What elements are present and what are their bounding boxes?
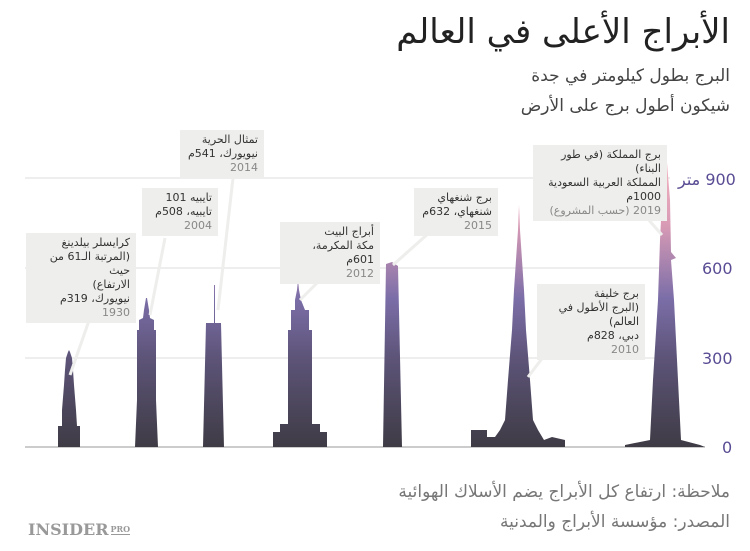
callout-year: 2015 [464,219,492,232]
callout-location: مكة المكرمة، 601م [312,239,374,266]
callout-location: 1000م [626,190,661,203]
callout-location: دبي، 828م [587,329,639,342]
callout-location: نيويورك، 319م [59,292,130,305]
callout-name: تمثال الحرية [201,133,258,146]
chart-title: الأبراج الأعلى في العالم [396,12,730,52]
tower-taipei [135,298,158,447]
callout-name-2: (البرج الأطول في العالم) [558,301,639,328]
callout-taipei: تايبيه 101 تايبيه، 508م 2004 [142,188,218,236]
callout-name: تايبيه 101 [165,191,212,204]
callout-name-3: الارتفاع) [92,278,130,291]
y-tick-300: 300 [702,349,733,368]
callout-wtc: تمثال الحرية نيويورك، 541م 2014 [180,130,264,178]
tower-wtc [203,285,224,447]
chart-subtitle-2: شيكون أطول برج على الأرض [520,96,730,116]
source-note: المصدر: مؤسسة الأبراج والمدنية [499,512,730,532]
callout-chrysler: كرايسلر بيلدينغ (المرتبة الـ61 من حيث ال… [26,233,136,323]
y-tick-900: 900 متر [678,170,736,189]
y-tick-600: 600 [702,259,733,278]
callout-year: 2004 [184,219,212,232]
tower-makkah [273,280,327,447]
footnote: ملاحظة: ارتفاع كل الأبراج يضم الأسلاك ال… [398,482,730,502]
callout-year: 2019 (حسب المشروع) [549,204,661,217]
tower-shanghai [383,262,402,447]
callout-makkah: أبراج البيت مكة المكرمة، 601م 2012 [280,222,380,284]
y-tick-0: 0 [722,438,733,457]
callout-year: 2012 [346,267,374,280]
callout-name: برج المملكة (في طور البناء) [561,148,661,175]
callout-location: نيويورك، 541م [187,147,258,160]
callout-kingdom: برج المملكة (في طور البناء) المملكة العر… [533,145,667,221]
callout-name: برج خليفة [594,287,639,300]
callout-shanghai: برج شنغهاي شنغهاي، 632م 2015 [414,188,498,236]
tower-chrysler [58,350,80,447]
tower-khalifa [471,205,565,447]
tower-kingdom [625,150,705,447]
callout-name: برج شنغهاي [437,191,492,204]
callout-year: 2014 [230,161,258,174]
chart-subtitle-1: البرج بطول كيلومتر في جدة [531,66,730,86]
callout-name: كرايسلر بيلدينغ [61,236,130,249]
callout-khalifa: برج خليفة (البرج الأطول في العالم) دبي، … [537,284,645,360]
logo-text: INSIDER [28,520,109,539]
callout-name-2: المملكة العربية السعودية [548,176,661,189]
callout-name-2: (المرتبة الـ61 من حيث [49,250,130,277]
callout-name: أبراج البيت [324,225,374,238]
callout-location: شنغهاي، 632م [422,205,492,218]
insider-pro-logo: INSIDER PRO [28,520,131,539]
callout-year: 2010 [611,343,639,356]
callout-location: تايبيه، 508م [155,205,212,218]
logo-suffix: PRO [110,524,131,535]
callout-year: 1930 [102,306,130,319]
